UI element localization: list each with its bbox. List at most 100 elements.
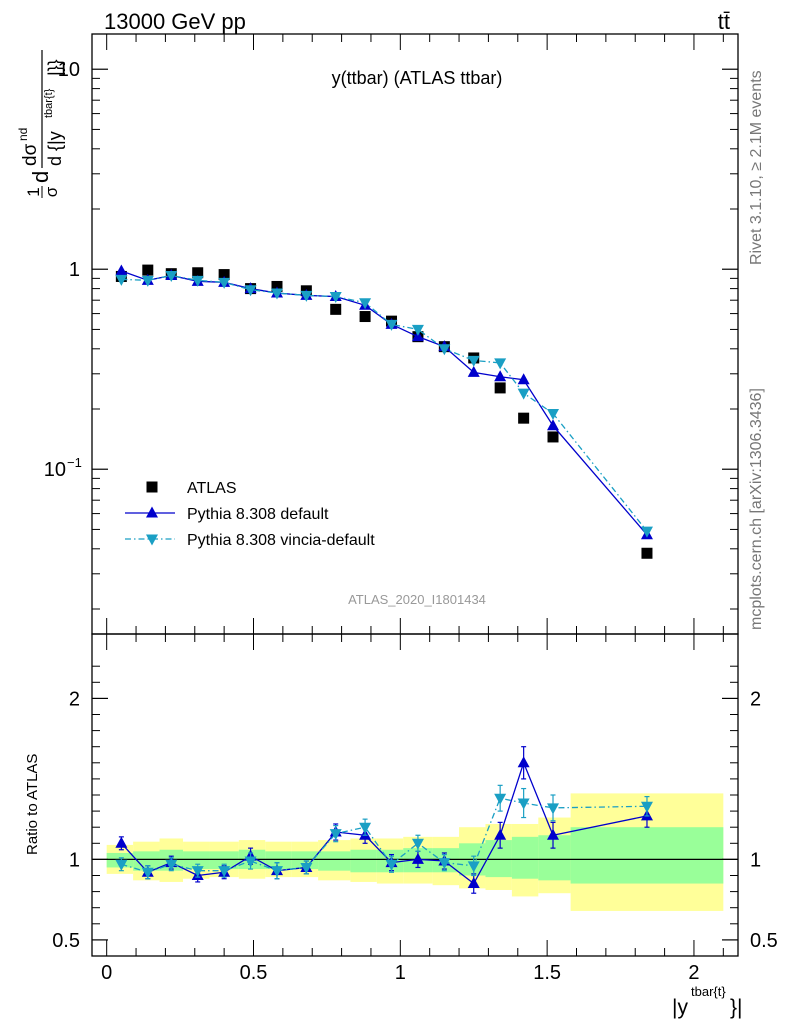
ylabel-frac-num: 1 xyxy=(24,187,43,196)
ratio-ticks-layer: 0.5 0.5 1 1 2 2 0 0.5 1 1.5 2 xyxy=(52,634,778,984)
xtick-label: 0 xyxy=(101,962,112,984)
ratio-point xyxy=(547,828,560,840)
main-point xyxy=(494,382,506,394)
ylabel-num: dσ xyxy=(20,143,41,166)
main-point xyxy=(115,264,128,276)
main-point xyxy=(547,431,559,443)
watermark: ATLAS_2020_I1801434 xyxy=(348,592,486,607)
ratio-ytick-label-right: 0.5 xyxy=(750,930,778,952)
main-point xyxy=(244,285,257,297)
main-point xyxy=(165,271,178,283)
ratio-ytick-label: 0.5 xyxy=(52,930,80,952)
band-inner xyxy=(291,851,319,870)
ratio-series-line xyxy=(120,760,648,885)
main-ytick-label: 1 xyxy=(69,259,80,281)
ratio-point xyxy=(640,801,653,813)
ratio-point xyxy=(494,828,507,840)
main-series-line xyxy=(121,274,648,532)
main-point xyxy=(494,370,507,382)
ratio-point xyxy=(517,798,530,810)
ylabel-num-sup: nd xyxy=(16,128,30,141)
header-right: tt̄ xyxy=(718,9,730,34)
main-point xyxy=(385,319,398,331)
main-point xyxy=(518,412,530,424)
main-point xyxy=(271,280,283,292)
main-data-layer xyxy=(115,264,653,559)
main-point xyxy=(270,288,283,300)
ylabel-den: d {|y xyxy=(45,131,65,166)
main-point xyxy=(141,275,154,287)
ratio-ytick-label: 2 xyxy=(69,688,80,710)
ratio-point xyxy=(165,859,178,871)
main-point xyxy=(192,267,204,279)
band-inner xyxy=(350,849,377,873)
ratio-ytick-label: 1 xyxy=(69,849,80,871)
ratio-point xyxy=(141,867,154,879)
legend-item: ATLAS xyxy=(146,480,237,497)
ratio-ytick-label-right: 2 xyxy=(750,688,761,710)
ratio-point xyxy=(411,852,424,864)
legend-marker xyxy=(146,534,158,546)
ylabel-d-prefix: d xyxy=(28,171,53,183)
main-series-1 xyxy=(115,264,653,540)
mcplots-text: mcplots.cern.ch [arXiv:1306.3436] xyxy=(748,388,765,630)
main-point xyxy=(115,274,128,286)
ylabel-den-sub: tbar{t} xyxy=(43,88,55,118)
main-ytick-label: 10 xyxy=(58,59,80,81)
ratio-point xyxy=(517,756,530,768)
ratio-point xyxy=(329,829,342,841)
band-inner xyxy=(209,851,239,870)
ratio-point xyxy=(438,858,451,870)
xlabel-pre: |y xyxy=(672,996,688,1019)
ratio-point xyxy=(115,859,128,871)
ratio-point xyxy=(467,861,480,873)
band-inner xyxy=(570,827,724,884)
xtick-label: 1.5 xyxy=(533,962,561,984)
ratio-ylabel: Ratio to ATLAS xyxy=(24,754,41,855)
xtick-label: 1 xyxy=(395,962,406,984)
ratio-point xyxy=(467,877,480,889)
ratio-point xyxy=(115,836,128,848)
xlabel: |y tbar{t} }| xyxy=(672,984,742,1019)
main-point xyxy=(411,324,424,336)
legend-marker xyxy=(146,506,158,518)
rivet-version-text: Rivet 3.1.10, ≥ 2.1M events xyxy=(748,70,765,265)
main-point xyxy=(142,264,154,276)
legend-item: Pythia 8.308 default xyxy=(125,506,329,523)
band-inner xyxy=(265,851,292,870)
band-inner xyxy=(511,836,539,879)
main-point xyxy=(517,373,530,385)
xlabel-post: }| xyxy=(730,996,742,1019)
main-point xyxy=(359,311,371,323)
ratio-data-layer xyxy=(115,746,653,894)
main-point xyxy=(218,269,230,281)
band-inner xyxy=(538,835,571,881)
main-point xyxy=(329,292,342,304)
legend-label: Pythia 8.308 default xyxy=(187,506,329,523)
ratio-panel: 0.5 0.5 1 1 2 2 0 0.5 1 1.5 2 xyxy=(52,633,778,984)
band-inner xyxy=(318,851,351,871)
band-inner xyxy=(485,840,512,878)
ratio-point xyxy=(244,856,257,868)
xtick-label: 2 xyxy=(688,962,699,984)
main-point xyxy=(330,303,342,315)
legend-label: ATLAS xyxy=(187,480,237,497)
ratio-point xyxy=(191,866,204,878)
ratio-point xyxy=(494,793,507,805)
main-point xyxy=(467,365,480,377)
ratio-point xyxy=(270,866,283,878)
main-point xyxy=(517,388,530,400)
main-title: y(ttbar) (ATLAS ttbar) xyxy=(332,68,503,88)
legend-label: Pythia 8.308 vincia-default xyxy=(187,532,375,549)
legend: ATLAS Pythia 8.308 default Pythia 8.308 vi… xyxy=(125,480,375,549)
ratio-band-layer xyxy=(106,793,724,911)
ratio-point xyxy=(385,859,398,871)
ratio-point xyxy=(547,803,560,815)
ylabel-frac-den: σ xyxy=(42,186,61,197)
main-point xyxy=(438,344,451,356)
main-series-2 xyxy=(115,271,653,538)
band-inner xyxy=(133,851,160,871)
xlabel-sup: tbar{t} xyxy=(691,984,726,999)
